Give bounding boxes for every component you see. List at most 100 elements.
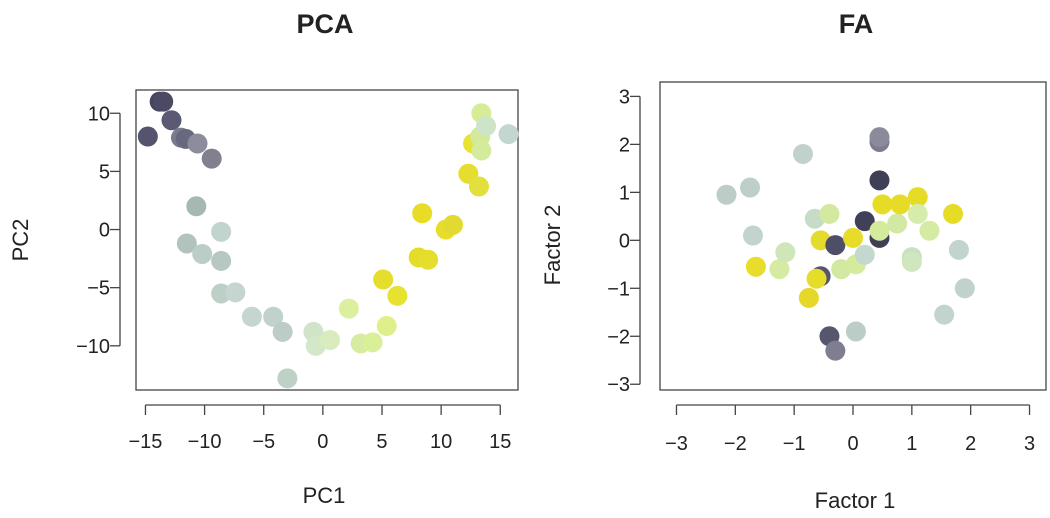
fa-data-point bbox=[825, 235, 846, 256]
fa-y-tick-label: −3 bbox=[607, 374, 630, 396]
fa-y-tick-label: 0 bbox=[619, 230, 630, 252]
pca-data-point bbox=[319, 330, 340, 350]
pca-data-point bbox=[412, 203, 433, 224]
fa-data-point bbox=[769, 259, 790, 280]
pca-data-point bbox=[192, 243, 213, 264]
pca-data-point bbox=[387, 285, 408, 306]
fa-data-point bbox=[954, 278, 975, 299]
fa-x-label: Factor 1 bbox=[815, 488, 896, 513]
fa-points bbox=[716, 127, 975, 361]
fa-data-point bbox=[887, 213, 908, 234]
pca-x-axis: −15 −10 −5 0 5 10 15 bbox=[128, 404, 511, 453]
fa-data-point bbox=[872, 194, 893, 215]
pca-data-point bbox=[211, 221, 232, 242]
fa-x-tick-label: −1 bbox=[783, 433, 806, 455]
pca-y-tick-label: 0 bbox=[99, 220, 110, 242]
pca-title: PCA bbox=[296, 9, 353, 39]
pca-data-point bbox=[498, 124, 519, 145]
pca-data-point bbox=[161, 110, 182, 131]
pca-data-point bbox=[201, 148, 222, 169]
pca-x-tick-label: 10 bbox=[430, 431, 452, 453]
fa-x-tick-label: −2 bbox=[724, 433, 747, 455]
pca-x-tick-label: 5 bbox=[376, 431, 387, 453]
fa-data-point bbox=[745, 256, 766, 277]
fa-data-point bbox=[742, 225, 763, 246]
fa-y-axis: −3 −2 −1 0 1 2 3 bbox=[607, 86, 641, 396]
pca-y-tick-label: −10 bbox=[76, 336, 110, 358]
pca-y-tick-label: 10 bbox=[88, 103, 110, 125]
fa-data-point bbox=[854, 244, 875, 265]
pca-data-point bbox=[418, 249, 439, 270]
fa-y-tick-label: −2 bbox=[607, 326, 630, 348]
pca-y-axis: −10 −5 0 5 10 bbox=[76, 103, 121, 358]
pca-x-tick-label: −5 bbox=[252, 431, 275, 453]
fa-data-point bbox=[716, 184, 737, 205]
pca-data-point bbox=[272, 321, 293, 342]
fa-data-point bbox=[845, 321, 866, 342]
fa-data-point bbox=[869, 127, 890, 148]
fa-data-point bbox=[740, 177, 761, 198]
fa-data-point bbox=[907, 187, 928, 208]
pca-data-point bbox=[176, 233, 197, 254]
fa-x-axis: −3 −2 −1 0 1 2 3 bbox=[665, 404, 1035, 455]
fa-data-point bbox=[798, 287, 819, 308]
pca-data-point bbox=[373, 269, 394, 290]
fa-y-label: Factor 2 bbox=[540, 205, 565, 286]
fa-x-tick-label: 1 bbox=[906, 433, 917, 455]
pca-data-point bbox=[471, 140, 492, 161]
fa-data-point bbox=[934, 304, 955, 325]
pca-data-point bbox=[468, 176, 489, 197]
fa-data-point bbox=[919, 220, 940, 241]
fa-x-tick-label: −3 bbox=[665, 433, 688, 455]
fa-data-point bbox=[943, 203, 964, 224]
pca-x-tick-label: 0 bbox=[317, 431, 328, 453]
pca-data-point bbox=[241, 306, 262, 327]
fa-x-tick-label: 3 bbox=[1024, 433, 1035, 455]
pca-x-tick-label: −15 bbox=[128, 431, 162, 453]
pca-data-point bbox=[277, 368, 298, 389]
fa-data-point bbox=[825, 340, 846, 361]
fa-panel: FA −3 −2 −1 0 1 2 3 −3 −2 −1 0 1 2 3 Factor 1 Factor… bbox=[540, 9, 1047, 513]
pca-x-label: PC1 bbox=[303, 483, 346, 508]
pca-x-tick-label: −10 bbox=[188, 431, 222, 453]
pca-x-tick-label: 15 bbox=[489, 431, 511, 453]
pca-data-point bbox=[338, 298, 359, 319]
pca-data-point bbox=[442, 214, 463, 235]
fa-data-point bbox=[819, 203, 840, 224]
fa-y-tick-label: 2 bbox=[619, 134, 630, 156]
fa-data-point bbox=[869, 220, 890, 241]
fa-title: FA bbox=[839, 9, 874, 39]
fa-data-point bbox=[806, 268, 827, 289]
pca-data-point bbox=[211, 250, 232, 271]
pca-data-point bbox=[187, 133, 208, 154]
pca-data-point bbox=[153, 91, 174, 112]
fa-data-point bbox=[775, 242, 796, 263]
pca-data-point bbox=[186, 196, 207, 217]
fa-y-tick-label: 1 bbox=[619, 182, 630, 204]
fa-data-point bbox=[890, 194, 911, 215]
fa-data-point bbox=[854, 211, 875, 232]
pca-points bbox=[137, 91, 519, 389]
fa-data-point bbox=[901, 251, 922, 272]
pca-plot-frame bbox=[135, 89, 519, 391]
fa-y-tick-label: 3 bbox=[619, 86, 630, 108]
fa-data-point bbox=[869, 170, 890, 191]
pca-data-point bbox=[225, 282, 246, 303]
pca-data-point bbox=[362, 332, 383, 353]
fa-x-tick-label: 2 bbox=[965, 433, 976, 455]
fa-data-point bbox=[843, 227, 863, 248]
pca-panel: PCA −15 −10 −5 0 5 10 15 −10 −5 0 5 10 PC1 PC2 bbox=[8, 9, 519, 508]
pca-data-point bbox=[376, 316, 397, 337]
pca-y-tick-label: −5 bbox=[87, 278, 110, 300]
pca-y-tick-label: 5 bbox=[99, 161, 110, 183]
fa-data-point bbox=[792, 143, 813, 164]
fa-plot-frame bbox=[659, 81, 1047, 391]
pca-data-point bbox=[263, 306, 284, 327]
fa-data-point bbox=[948, 239, 969, 260]
fa-data-point bbox=[907, 203, 928, 224]
fa-x-tick-label: 0 bbox=[847, 433, 858, 455]
pca-data-point bbox=[137, 126, 158, 147]
fa-y-tick-label: −1 bbox=[607, 278, 630, 300]
pca-y-label: PC2 bbox=[8, 219, 33, 262]
